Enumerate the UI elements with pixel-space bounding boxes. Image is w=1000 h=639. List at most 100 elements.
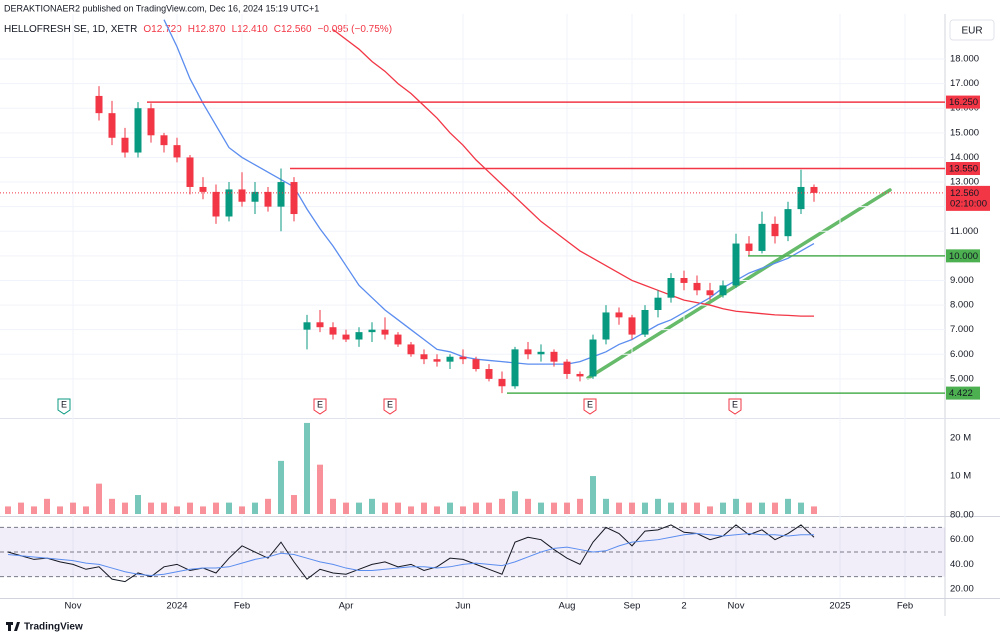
- y-tick-label: 14.000: [950, 152, 979, 163]
- volume-bar: [473, 502, 479, 514]
- candle-body: [212, 191, 220, 217]
- volume-bar: [785, 498, 791, 514]
- y-tick-label: 18.000: [950, 54, 979, 65]
- y-tick-label: 8.000: [950, 300, 974, 311]
- candle-body: [160, 135, 168, 146]
- close: C12.560: [274, 24, 312, 35]
- open: O12.720: [143, 24, 182, 35]
- candle-body: [277, 182, 285, 207]
- level-label: 4.422: [949, 388, 973, 399]
- y-tick-label: 20.00: [950, 584, 974, 595]
- currency-box[interactable]: [949, 19, 995, 41]
- candle-body: [433, 359, 441, 362]
- y-tick-label: 11.000: [950, 226, 978, 237]
- candle-body: [550, 351, 558, 362]
- volume-bar: [239, 506, 245, 514]
- volume-bar: [213, 502, 219, 514]
- x-tick-label: 2024: [166, 601, 187, 612]
- volume-bar: [811, 506, 817, 514]
- legend: HELLOFRESH SE, 1D, XETR O12.720 H12.870 L12…: [4, 24, 392, 35]
- candle-body: [628, 317, 636, 335]
- volume-bar: [486, 502, 492, 514]
- candle-body: [316, 322, 324, 328]
- candle-body: [680, 278, 688, 283]
- volume-bar: [369, 498, 375, 514]
- x-tick-label: 2: [681, 601, 686, 612]
- low: L12.410: [232, 24, 269, 35]
- volume-bar: [447, 502, 453, 514]
- volume-bar: [603, 498, 609, 514]
- volume-bar: [70, 502, 76, 514]
- publisher: DERAKTIONAER2 published on TradingView.c…: [4, 3, 319, 13]
- candle-body: [407, 344, 415, 355]
- level-label-box: [946, 249, 980, 263]
- volume-bar: [720, 502, 726, 514]
- volume-bar: [629, 502, 635, 514]
- volume-bar: [187, 502, 193, 514]
- volume-bar: [252, 502, 258, 514]
- candle-body: [420, 354, 428, 360]
- volume-bar: [577, 498, 583, 514]
- change: −0.095 (−0.75%): [318, 24, 393, 35]
- earnings-marker: [728, 398, 742, 415]
- y-tick-label: 7.000: [950, 324, 974, 335]
- high: H12.870: [188, 24, 226, 35]
- volume-bar: [57, 506, 63, 514]
- x-tick-label: Sep: [624, 601, 641, 612]
- volume-bar: [746, 502, 752, 514]
- volume-bar: [174, 506, 180, 514]
- candle-body: [225, 189, 233, 217]
- footer: TradingView: [6, 622, 83, 633]
- candle-body: [511, 349, 519, 387]
- y-tick-label: 13.000: [950, 177, 979, 188]
- y-tick-label: 60.00: [950, 534, 974, 545]
- volume-bar: [616, 502, 622, 514]
- volume-bar: [590, 476, 596, 514]
- candle-body: [602, 312, 610, 340]
- x-tick-label: Apr: [339, 601, 354, 612]
- volume-bar: [655, 498, 661, 514]
- volume-bar: [772, 502, 778, 514]
- candle-body: [784, 209, 792, 237]
- candle-body: [615, 312, 623, 318]
- level-label: 10.000: [949, 251, 978, 262]
- price-pane: [95, 19, 818, 394]
- candle-body: [667, 278, 675, 298]
- volume-bar: [278, 460, 284, 514]
- volume-bar: [681, 502, 687, 514]
- volume-bar: [434, 506, 440, 514]
- y-tick-label: 15.000: [950, 127, 979, 138]
- y-tick-label: 6.000: [950, 349, 974, 360]
- y-tick-label: 20 M: [950, 433, 971, 444]
- line-series: [7, 533, 814, 576]
- volume-bar: [460, 506, 466, 514]
- volume-bar: [733, 498, 739, 514]
- candle-body: [108, 113, 116, 138]
- volume-bar: [551, 502, 557, 514]
- candle-body: [381, 329, 389, 335]
- volume-bar: [265, 498, 271, 514]
- candle-body: [342, 334, 350, 340]
- symbol: HELLOFRESH SE, 1D, XETR: [4, 24, 137, 35]
- earnings-label: E: [587, 399, 593, 409]
- x-tick-label: Nov: [65, 601, 82, 612]
- volume-bar: [759, 502, 765, 514]
- level-label: 13.550: [949, 164, 978, 175]
- earnings-label: E: [61, 399, 67, 409]
- earnings-marker: [313, 398, 327, 415]
- candle-body: [537, 351, 545, 355]
- currency[interactable]: EUR: [961, 26, 982, 37]
- volume-bar: [525, 498, 531, 514]
- volume-bar: [798, 502, 804, 514]
- level-label-box: [946, 386, 980, 400]
- candle-body: [732, 243, 740, 286]
- last-price-label: 12.560: [950, 188, 979, 199]
- volume-bar: [408, 506, 414, 514]
- candle-body: [524, 349, 532, 355]
- y-tick-label: 10 M: [950, 471, 971, 482]
- volume-bar: [135, 495, 141, 514]
- volume-bar: [317, 464, 323, 514]
- volume-bar: [122, 502, 128, 514]
